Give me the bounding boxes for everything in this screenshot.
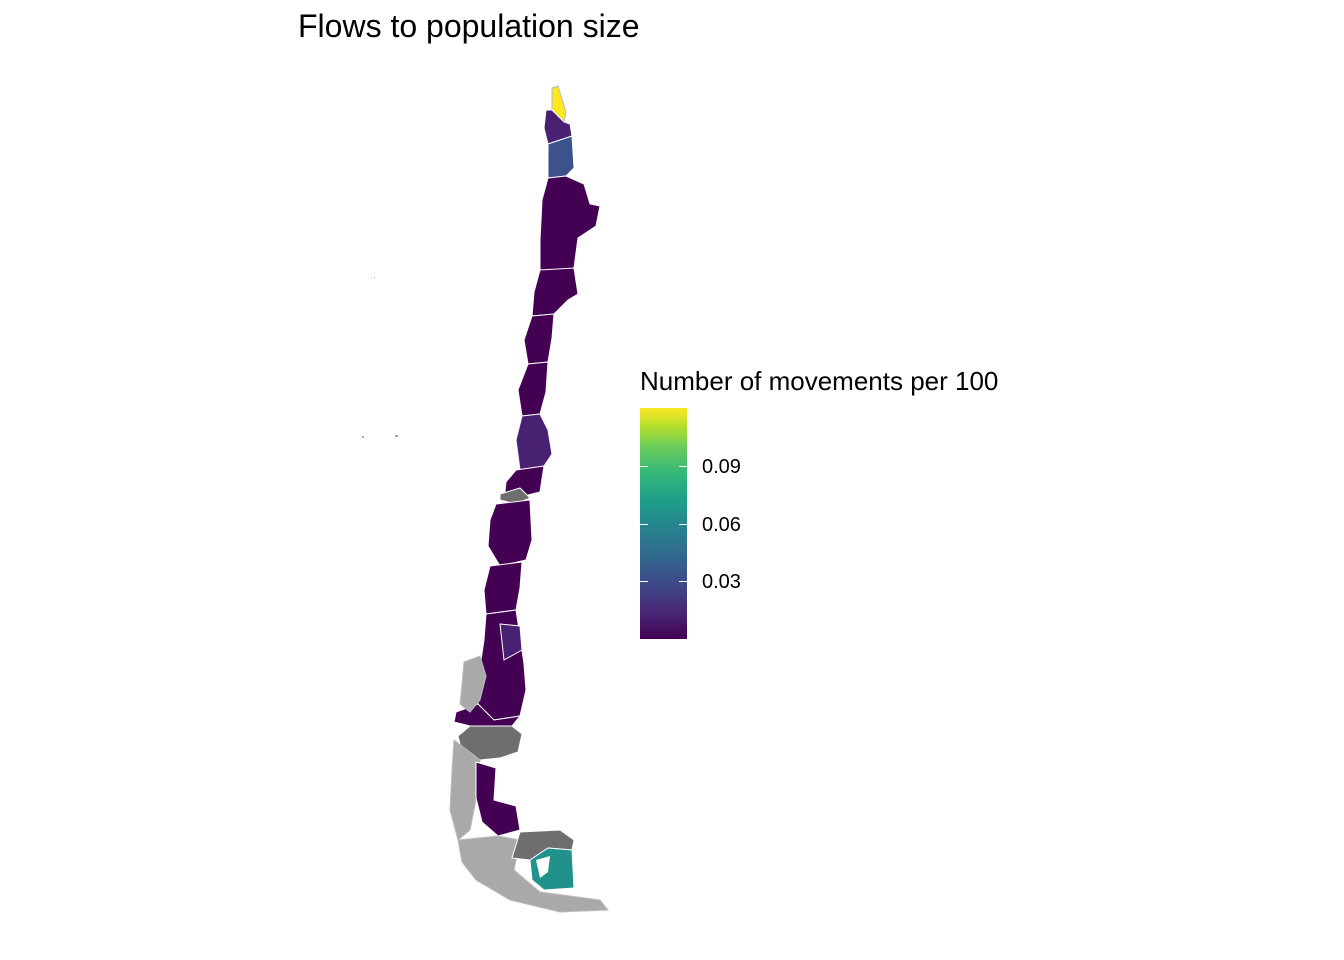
map-region-center-1[interactable] bbox=[517, 361, 549, 417]
map-offshore-island-1 bbox=[362, 436, 364, 438]
legend-title: Number of movements per 100 bbox=[640, 366, 999, 396]
legend-tick-right bbox=[679, 581, 687, 582]
map-region-center-4[interactable] bbox=[487, 499, 533, 567]
legend-tick-left bbox=[640, 581, 648, 582]
map-region-south-5[interactable] bbox=[475, 761, 521, 837]
map-region-north-5[interactable] bbox=[523, 313, 555, 365]
legend-tick-left bbox=[640, 524, 648, 525]
map-region-south-3[interactable] bbox=[499, 623, 523, 661]
map-region-no-data-2[interactable] bbox=[457, 725, 523, 761]
legend-label: 0.09 bbox=[702, 456, 741, 478]
legend-label: 0.03 bbox=[702, 571, 741, 593]
map-islands-south bbox=[457, 835, 610, 913]
legend-colorbar bbox=[640, 408, 687, 639]
map-region-north-2[interactable] bbox=[547, 135, 575, 179]
legend-tick-left bbox=[640, 466, 648, 467]
map-region-center-2[interactable] bbox=[515, 413, 553, 471]
map-region-north-3[interactable] bbox=[539, 175, 601, 273]
map-region-high-south[interactable] bbox=[529, 847, 575, 891]
legend-tick-right bbox=[679, 466, 687, 467]
map-offshore-island-3 bbox=[374, 277, 375, 278]
map-region-north-4[interactable] bbox=[531, 267, 579, 317]
map-island-white-spot bbox=[536, 856, 550, 878]
map-islands-north bbox=[459, 655, 487, 713]
legend-tick-right bbox=[679, 524, 687, 525]
map-region-south-1[interactable] bbox=[483, 561, 523, 615]
legend-label: 0.06 bbox=[702, 514, 741, 536]
plot-title: Flows to population size bbox=[298, 8, 640, 44]
map-offshore-island-2 bbox=[395, 435, 398, 437]
map-region-north-1[interactable] bbox=[543, 109, 573, 145]
